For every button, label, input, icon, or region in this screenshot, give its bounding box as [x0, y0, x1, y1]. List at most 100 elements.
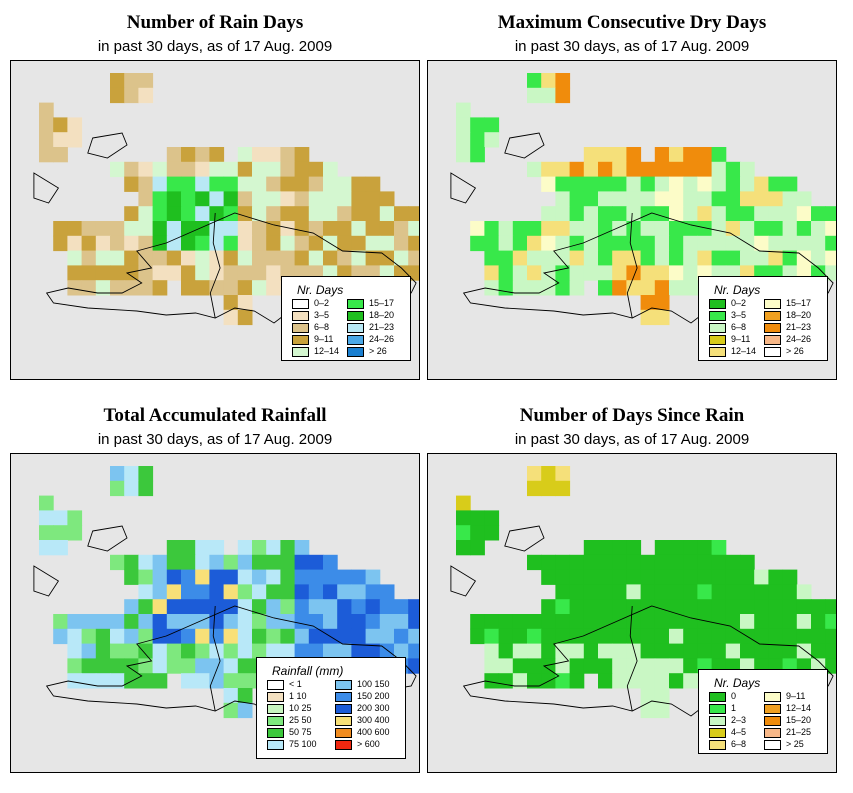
grid-cell — [379, 628, 395, 645]
grid-cell — [209, 628, 225, 645]
grid-cell — [223, 614, 239, 630]
border-line — [626, 212, 638, 319]
grid-cell — [555, 191, 571, 207]
grid-cell — [725, 161, 741, 178]
legend-swatch — [764, 740, 781, 750]
grid-cell — [252, 265, 267, 281]
grid-cell — [152, 161, 168, 178]
grid-cell — [725, 191, 741, 207]
grid-cell — [152, 176, 168, 192]
grid-cell — [237, 250, 253, 266]
grid-cell — [223, 250, 239, 266]
legend: Nr. Days 0–2 3–5 6–8 9–11 12–14 15–17 18–20 21–… — [698, 276, 828, 361]
grid-cell — [294, 147, 310, 163]
grid-cell — [512, 643, 528, 659]
grid-cell — [81, 280, 97, 296]
grid-cell — [711, 540, 727, 556]
legend-swatch — [709, 716, 726, 726]
grid-cell — [124, 206, 139, 222]
grid-cell — [541, 250, 556, 266]
grid-cell — [654, 235, 670, 252]
grid-cell — [654, 250, 670, 266]
grid-cell — [683, 265, 698, 281]
grid-cell — [53, 510, 68, 526]
legend-label: 0–2 — [731, 298, 747, 308]
grid-cell — [598, 265, 613, 281]
grid-cell — [669, 161, 684, 178]
grid-cell — [541, 599, 556, 615]
grid-cell — [654, 221, 670, 237]
grid-cell — [612, 147, 627, 163]
grid-cell — [484, 117, 500, 133]
grid-cell — [337, 643, 352, 659]
grid-cell — [555, 673, 571, 689]
grid-cell — [138, 554, 154, 571]
grid-cell — [711, 569, 727, 585]
grid-cell — [768, 235, 784, 252]
grid-cell — [223, 599, 239, 615]
grid-cell — [740, 221, 755, 237]
grid-cell — [669, 206, 684, 222]
grid-cell — [124, 73, 139, 89]
grid-cell — [498, 643, 514, 659]
grid-cell — [195, 673, 210, 689]
grid-cell — [796, 221, 812, 237]
grid-cell — [470, 132, 485, 148]
grid-cell — [598, 673, 613, 689]
grid-cell — [527, 250, 542, 266]
grid-cell — [252, 614, 267, 630]
grid-cell — [683, 191, 698, 207]
grid-cell — [541, 554, 556, 571]
grid-cell — [598, 554, 613, 571]
grid-cell — [181, 599, 196, 615]
grid-cell — [110, 280, 125, 296]
grid-cell — [95, 673, 111, 689]
grid-cell — [152, 206, 168, 222]
legend-swatch — [764, 728, 781, 738]
grid-cell — [555, 658, 571, 674]
grid-cell — [81, 221, 97, 237]
grid-cell — [110, 673, 125, 689]
grid-cell — [166, 540, 182, 556]
grid-cell — [470, 117, 485, 133]
grid-cell — [583, 250, 599, 266]
grid-cell — [711, 206, 727, 222]
grid-cell — [209, 673, 225, 689]
grid-cell — [484, 643, 500, 659]
grid-cell — [456, 540, 471, 556]
grid-cell — [138, 673, 154, 689]
grid-cell — [53, 147, 68, 163]
grid-cell — [640, 221, 656, 237]
grid-cell — [527, 643, 542, 659]
grid-cell — [308, 206, 324, 222]
grid-cell — [110, 658, 125, 674]
legend-swatch — [764, 716, 781, 726]
grid-cell — [697, 540, 713, 556]
legend-swatch — [347, 335, 364, 345]
legend-label: 300 400 — [357, 715, 390, 725]
grid-cell — [626, 569, 642, 585]
grid-cell — [53, 525, 68, 541]
grid-cell — [195, 569, 210, 585]
grid-cell — [669, 176, 684, 192]
grid-cell — [337, 176, 352, 192]
grid-cell — [541, 265, 556, 281]
grid-cell — [124, 554, 139, 571]
grid-cell — [754, 614, 769, 630]
grid-cell — [323, 221, 338, 237]
grid-cell — [626, 673, 642, 689]
grid-cell — [67, 117, 83, 133]
grid-cell — [583, 599, 599, 615]
grid-cell — [67, 525, 83, 541]
grid-cell — [110, 466, 125, 482]
grid-cell — [308, 569, 324, 585]
grid-cell — [152, 658, 168, 674]
legend-swatch — [709, 692, 726, 702]
grid-cell — [138, 614, 154, 630]
grid-cell — [95, 628, 111, 645]
grid-cell — [654, 554, 670, 571]
grid-cell — [138, 280, 154, 296]
grid-cell — [626, 147, 642, 163]
grid-cell — [252, 599, 267, 615]
map-rain-days: Nr. Days 0–2 3–5 6–8 9–11 12–14 15–17 18–20 21–… — [10, 60, 420, 380]
